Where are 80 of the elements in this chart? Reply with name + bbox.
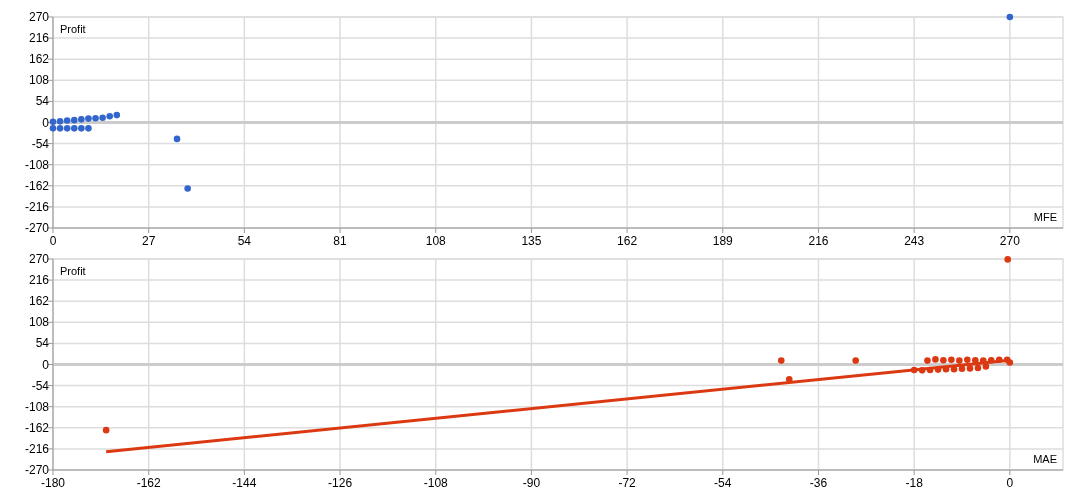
y-tick-label: -270 [24, 221, 50, 235]
point [78, 125, 85, 132]
y-axis-title: Profit [60, 23, 86, 35]
y-tick-label: -162 [24, 178, 50, 193]
y-tick-label: 108 [28, 315, 50, 330]
x-tick-label: 108 [425, 234, 447, 248]
y-tick-label: 108 [28, 73, 50, 88]
x-tick-label: -108 [423, 476, 449, 490]
point [964, 356, 971, 364]
y-tick-label: -54 [31, 136, 50, 151]
y-tick-label: 216 [28, 31, 50, 46]
point [940, 356, 947, 364]
point [173, 135, 181, 143]
point [974, 364, 982, 372]
point [85, 115, 92, 122]
y-tick-label: 0 [42, 357, 50, 372]
point [106, 112, 113, 120]
point [777, 357, 785, 364]
point [56, 118, 64, 125]
x-tick-label: 162 [617, 234, 638, 248]
y-tick-label: 162 [28, 52, 50, 67]
y-tick-label: -54 [31, 378, 50, 393]
x-tick-label: -90 [522, 476, 541, 490]
x-tick-label: -126 [328, 476, 353, 490]
point [99, 114, 106, 122]
x-tick-label: 54 [237, 234, 252, 248]
point [1004, 256, 1012, 263]
x-tick-label: -54 [714, 476, 732, 490]
x-tick-label: 135 [521, 234, 542, 248]
y-tick-label: -270 [24, 463, 50, 477]
y-axis-title: Profit [60, 265, 86, 277]
y-tick-label: 270 [28, 252, 50, 266]
y-tick-label: -216 [24, 199, 50, 214]
point [63, 117, 71, 124]
x-tick-label: 0 [1006, 476, 1014, 490]
y-tick-label: -108 [24, 157, 50, 172]
y-tick-label: 54 [35, 336, 50, 351]
point [956, 357, 963, 364]
point [70, 125, 78, 132]
point [1006, 13, 1014, 21]
point [924, 357, 931, 364]
point [56, 125, 64, 132]
point [958, 365, 966, 373]
x-tick-label: -144 [232, 476, 257, 490]
x-axis-title: MAE [1033, 453, 1057, 465]
y-tick-label: -108 [24, 399, 50, 414]
point [78, 116, 85, 123]
x-tick-label: 27 [142, 234, 156, 248]
x-tick-label: 243 [904, 234, 925, 248]
point [966, 365, 974, 372]
point [113, 111, 121, 119]
x-tick-label: -72 [618, 476, 637, 490]
y-tick-label: -162 [24, 420, 50, 435]
x-tick-label: 216 [808, 234, 829, 248]
point [70, 116, 78, 124]
y-tick-label: 270 [28, 10, 50, 24]
point [85, 125, 92, 132]
y-tick-label: 54 [35, 94, 50, 109]
y-tick-label: 216 [28, 273, 50, 288]
point [102, 426, 110, 434]
y-tick-label: -216 [24, 441, 50, 456]
point [63, 125, 71, 132]
point [184, 185, 191, 192]
x-tick-label: -180 [40, 476, 66, 490]
y-tick-label: 0 [42, 115, 50, 130]
point [92, 114, 99, 122]
point [932, 356, 939, 363]
y-tick-label: 162 [28, 294, 50, 309]
x-tick-label: -18 [905, 476, 924, 490]
point [49, 125, 57, 132]
point [852, 357, 859, 364]
point [948, 356, 955, 364]
x-tick-label: 189 [712, 234, 734, 248]
x-axis-title: MFE [1033, 211, 1057, 223]
x-tick-label: -162 [136, 476, 162, 490]
x-tick-label: -36 [809, 476, 828, 490]
point [49, 118, 57, 126]
x-tick-label: 270 [999, 234, 1021, 248]
point [982, 363, 990, 370]
x-tick-label: 81 [333, 234, 348, 248]
